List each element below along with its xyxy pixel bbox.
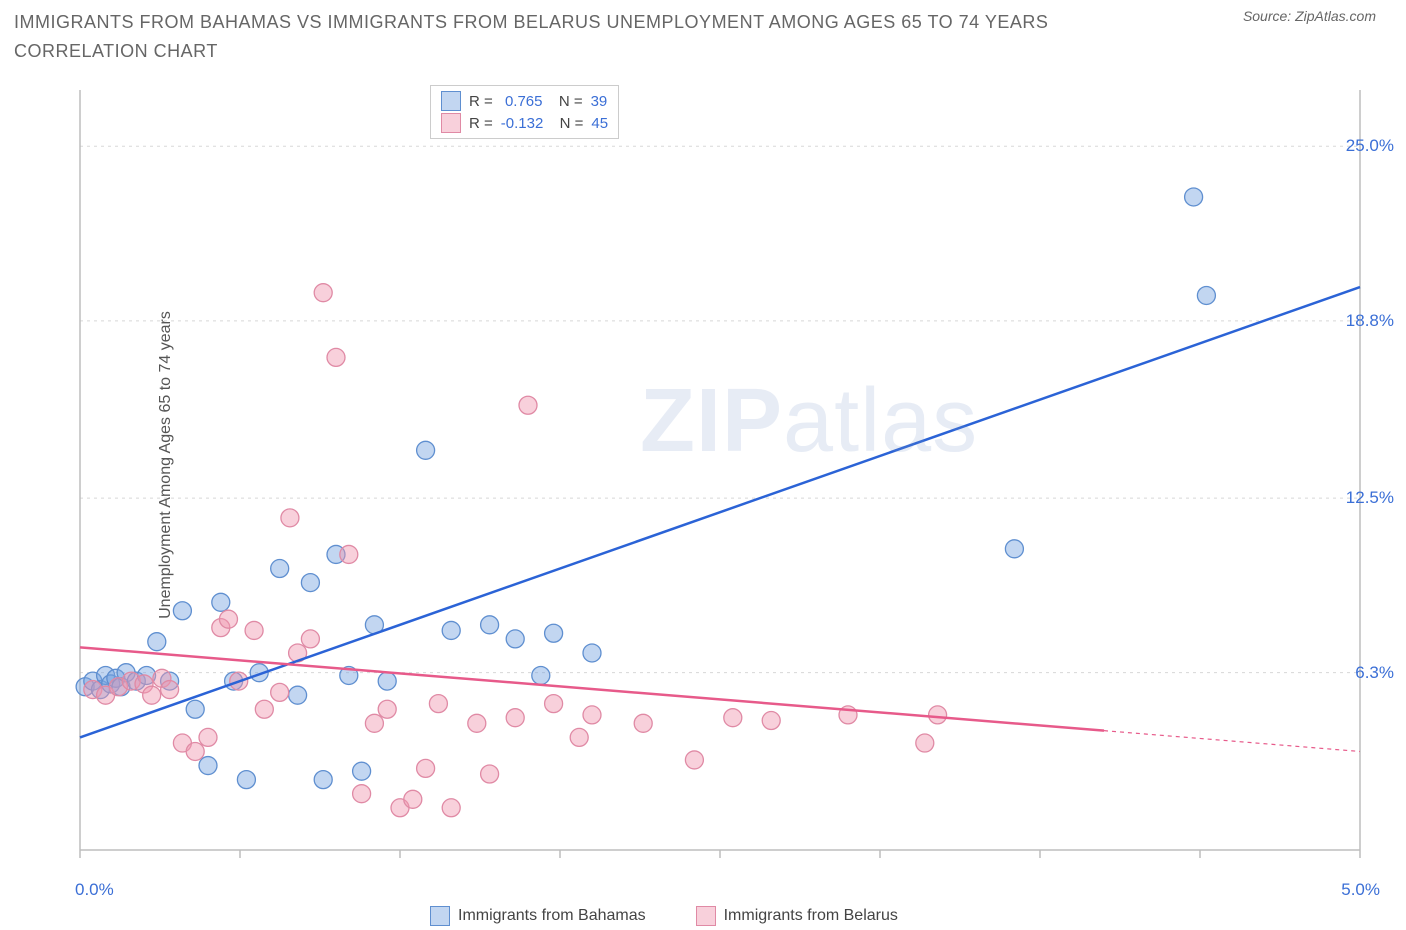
y-tick-label: 18.8% (1346, 311, 1394, 331)
swatch-belarus-icon (696, 906, 716, 926)
legend-item-bahamas: Immigrants from Bahamas (430, 906, 646, 926)
swatch-bahamas-icon (430, 906, 450, 926)
r-value-belarus: -0.132 (501, 115, 544, 132)
source-attribution: Source: ZipAtlas.com (1243, 8, 1376, 24)
swatch-bahamas (441, 91, 461, 111)
legend-row-bahamas: R = 0.765 N =39 (441, 90, 608, 112)
r-value-bahamas: 0.765 (505, 93, 543, 110)
n-value-bahamas: 39 (591, 93, 608, 110)
y-tick-label: 25.0% (1346, 136, 1394, 156)
scatter-chart (60, 80, 1380, 880)
legend-item-belarus: Immigrants from Belarus (696, 906, 898, 926)
legend-label-belarus: Immigrants from Belarus (724, 907, 898, 925)
swatch-belarus (441, 113, 461, 133)
x-tick-label: 0.0% (75, 880, 114, 900)
n-value-belarus: 45 (591, 115, 608, 132)
series-legend: Immigrants from Bahamas Immigrants from … (430, 906, 898, 926)
chart-title: IMMIGRANTS FROM BAHAMAS VS IMMIGRANTS FR… (14, 8, 1164, 66)
y-tick-label: 12.5% (1346, 488, 1394, 508)
legend-row-belarus: R =-0.132 N =45 (441, 112, 608, 134)
chart-plot-area (60, 80, 1380, 880)
y-tick-label: 6.3% (1355, 663, 1394, 683)
correlation-legend: R = 0.765 N =39 R =-0.132 N =45 (430, 85, 619, 139)
x-tick-label: 5.0% (1341, 880, 1380, 900)
legend-label-bahamas: Immigrants from Bahamas (458, 907, 646, 925)
